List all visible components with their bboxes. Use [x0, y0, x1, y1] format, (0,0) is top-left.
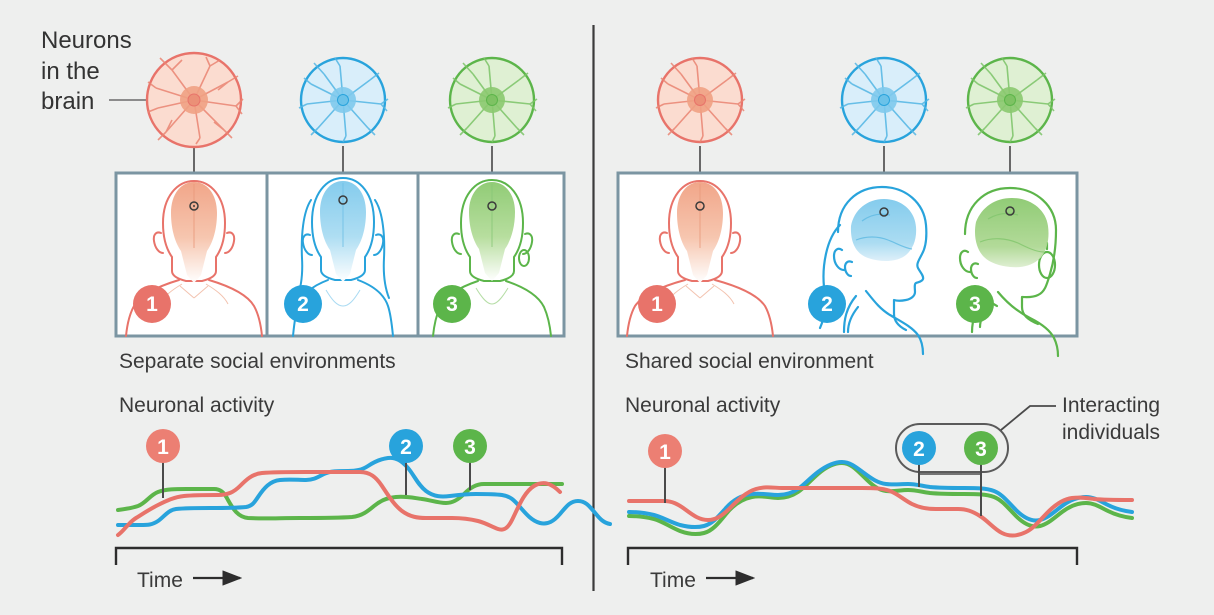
r-head-badge-1 [638, 285, 676, 323]
trace-subject-3 [116, 481, 564, 521]
interacting-leader-line [1000, 405, 1056, 431]
r-neuron-circle-1 [655, 56, 746, 144]
neurons-in-the-brain-label: Neurons in the brain [41, 27, 132, 116]
separate-activity-label: Neuronal activity [119, 394, 275, 417]
trace-subject-1 [116, 470, 562, 537]
neuron-circle-2 [298, 56, 389, 144]
r-neuron-circle-3 [965, 56, 1056, 144]
r-probe-dot-3 [1005, 206, 1015, 216]
probe-dot-1 [189, 201, 199, 211]
shared-activity-label: Neuronal activity [625, 394, 781, 417]
neuron-circle-1 [145, 51, 244, 149]
r-head-badge-2 [808, 285, 846, 323]
r-chart-marker-badge-3 [964, 431, 998, 465]
time-label-left: Time [137, 569, 183, 592]
time-axis-bracket-left [114, 546, 564, 565]
head-badge-1 [133, 285, 171, 323]
chart-marker-badge-2 [389, 429, 423, 463]
neuron-circle-3 [447, 56, 538, 144]
head-badge-2 [284, 285, 322, 323]
separate-environment-label: Separate social environments [119, 350, 396, 373]
r-trace-subject-3 [627, 461, 1134, 537]
probe-dot-3 [487, 201, 497, 211]
chart-shared-neuronal-activity [626, 405, 1134, 586]
r-trace-subject-1 [627, 485, 1134, 538]
interacting-individuals-label: Interacting individuals [1062, 394, 1161, 444]
trace-subject-2 [116, 455, 612, 527]
shared-environment-label: Shared social environment [625, 350, 874, 373]
head-badge-3 [433, 285, 471, 323]
time-axis-bracket-right [626, 546, 1079, 565]
panel-shared [616, 56, 1134, 586]
r-probe-dot-2 [879, 207, 889, 217]
r-head-badge-3 [956, 285, 994, 323]
subject-head-2 [292, 177, 394, 337]
chart-separate-neuronal-activity [114, 429, 612, 586]
interacting-group-bracket [895, 423, 1009, 473]
r-probe-dot-1 [695, 201, 705, 211]
r-chart-marker-badge-2 [902, 431, 936, 465]
r-chart-marker-badge-1 [648, 434, 682, 468]
time-label-right: Time [650, 569, 696, 592]
r-brain-3 [974, 198, 1049, 268]
panel-separate [109, 51, 612, 586]
r-neuron-circle-2 [839, 56, 930, 144]
chart-marker-badge-3 [453, 429, 487, 463]
probe-dot-2 [338, 195, 348, 205]
r-subject-head-1 [626, 180, 774, 337]
chart-marker-badge-1 [146, 429, 180, 463]
